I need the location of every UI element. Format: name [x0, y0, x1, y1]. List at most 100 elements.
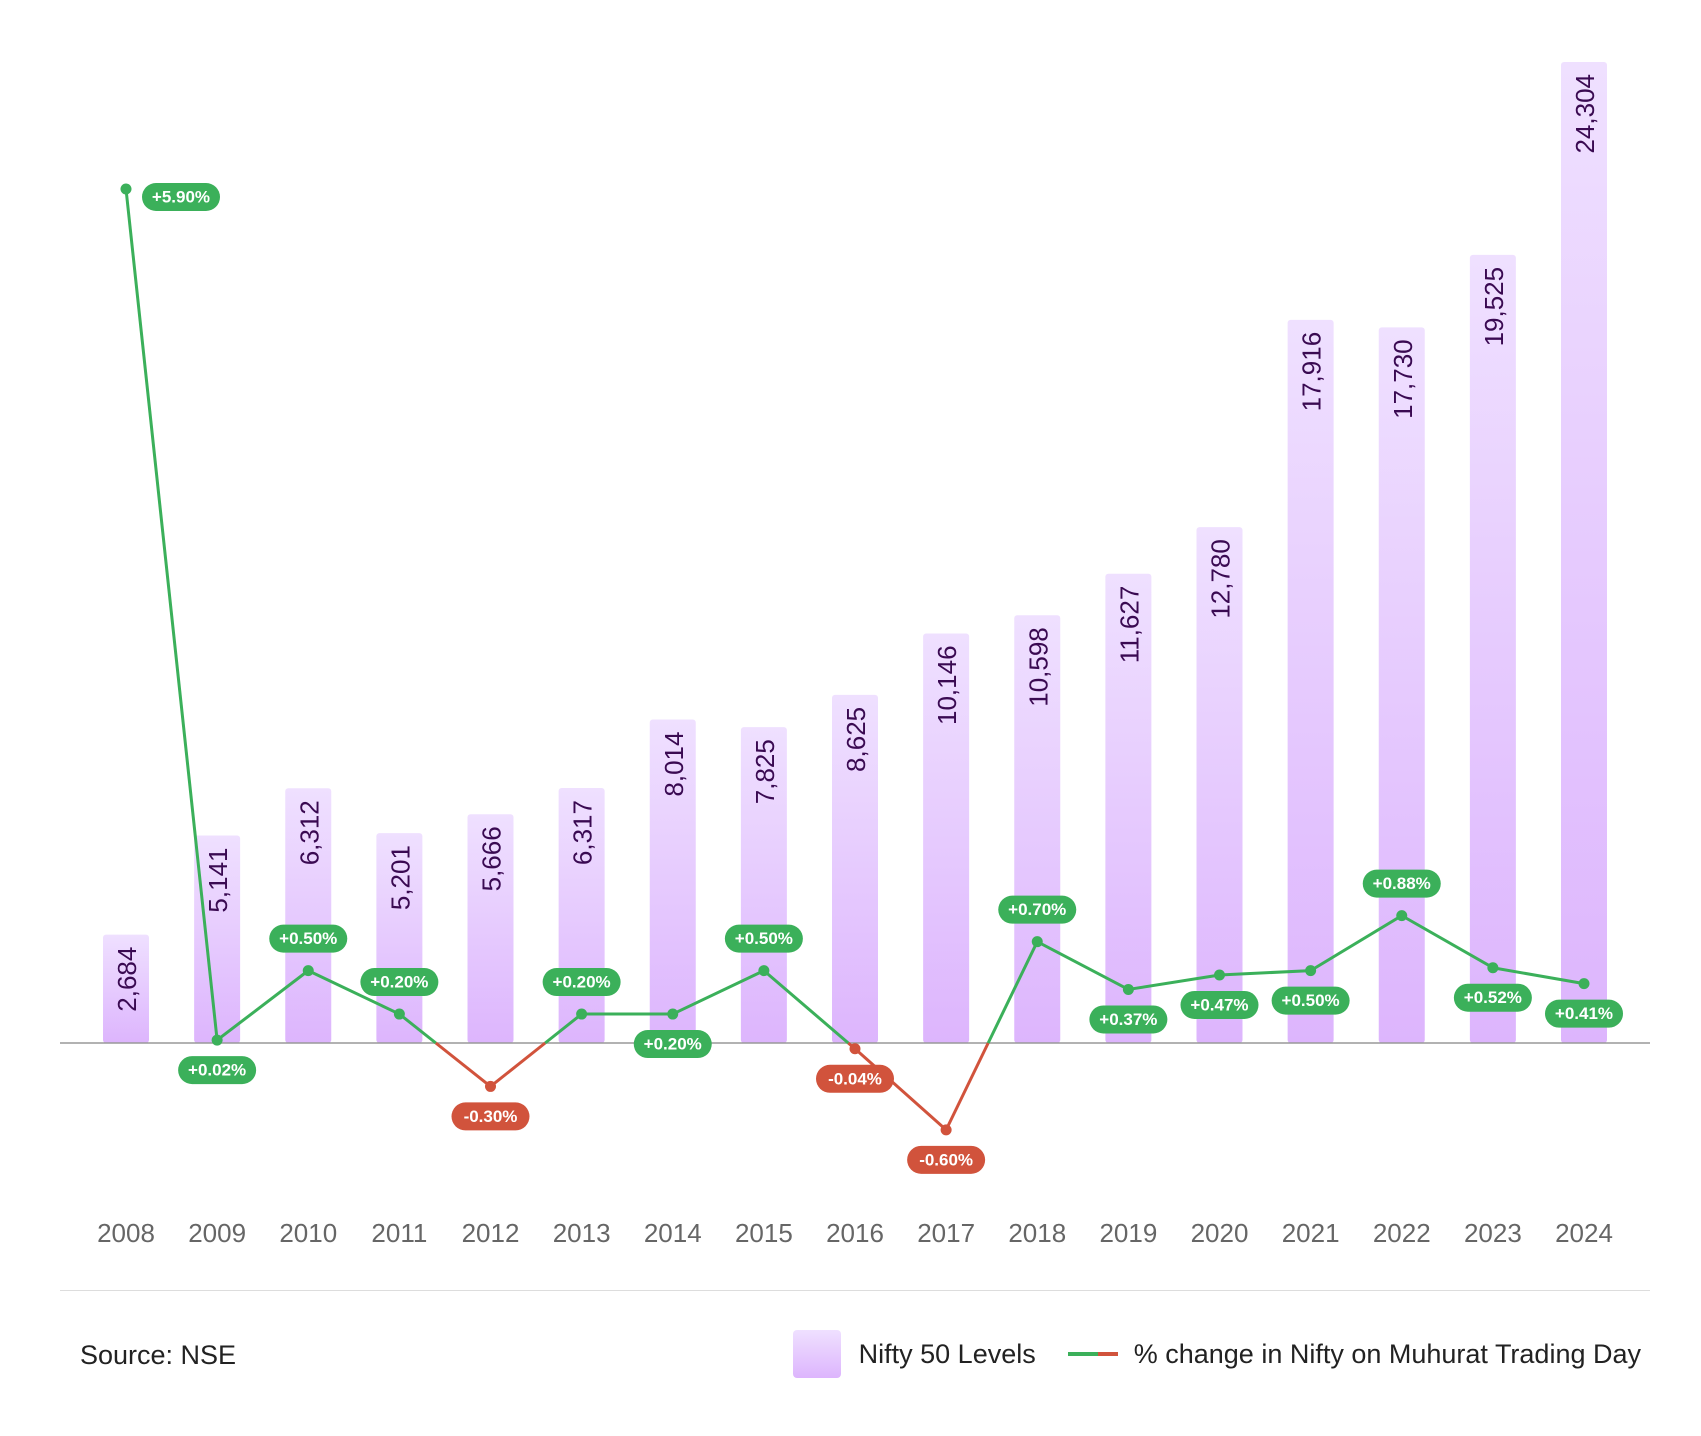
line-label-bg-2008 [142, 183, 220, 211]
bar-2008 [103, 934, 149, 1043]
line-label-2009: +0.02% [188, 1061, 246, 1080]
line-label-bg-2023 [1453, 983, 1532, 1012]
line-segment-2015-a [762, 969, 850, 1045]
bar-label-2012: 5,666 [477, 826, 507, 891]
line-point-2021 [1305, 965, 1317, 977]
line-label-2015: +0.50% [735, 929, 793, 948]
line-label-2018: +0.70% [1008, 900, 1066, 919]
line-segment-2012-b [544, 1012, 583, 1045]
line-point-2009 [211, 1034, 223, 1046]
line-segment-2019 [1128, 973, 1220, 991]
legend-bar-swatch [792, 1330, 841, 1378]
x-tick-2021: 2021 [1282, 1218, 1340, 1248]
line-point-2014 [667, 1008, 679, 1020]
legend-bar-label: Nifty 50 Levels [858, 1338, 1036, 1369]
x-tick-2016: 2016 [826, 1218, 884, 1248]
line-point-2008 [120, 183, 132, 195]
bar-2017 [923, 633, 970, 1043]
line-segment-2011-a [398, 1012, 437, 1045]
line-label-bg-2011 [360, 968, 439, 997]
line-label-bg-2014 [633, 1030, 712, 1059]
line-point-2024 [1578, 978, 1590, 990]
line-segment-2016 [854, 1047, 948, 1131]
legend-line-label: % change in Nifty on Muhurat Trading Day [1133, 1338, 1641, 1369]
line-label-bg-2020 [1180, 990, 1259, 1019]
line-label-bg-2017 [907, 1145, 986, 1174]
line-segment-2011-b [434, 1041, 492, 1088]
bar-2024 [1561, 62, 1607, 1043]
bar-2020 [1196, 527, 1243, 1043]
x-tick-2018: 2018 [1008, 1218, 1066, 1248]
line-point-2017 [940, 1124, 952, 1136]
line-label-2023: +0.52% [1464, 988, 1522, 1007]
line-group: +5.90% +0.02% +0.50% +0.20% -0.30% +0.20% +0.2… [120, 183, 1623, 1174]
line-label-bg-2018 [998, 895, 1077, 924]
bar-label-2023: 19,525 [1479, 267, 1509, 347]
bar-label-2024: 24,304 [1570, 74, 1600, 154]
line-segment-2012-a [489, 1041, 547, 1088]
bar-label-2008: 2,684 [112, 947, 142, 1012]
line-label-2016: -0.04% [828, 1069, 882, 1088]
x-tick-2017: 2017 [917, 1218, 975, 1248]
line-segment-2022 [1401, 914, 1494, 970]
line-segment-2010 [307, 969, 401, 1016]
x-tick-2009: 2009 [188, 1218, 246, 1248]
footer-divider [60, 1290, 1650, 1291]
bar-2015 [740, 727, 787, 1043]
bar-label-2011: 5,201 [385, 845, 415, 910]
x-tick-2023: 2023 [1464, 1218, 1522, 1248]
bar-label-2013: 6,317 [568, 800, 598, 865]
bar-label-2018: 10,598 [1023, 627, 1053, 707]
bar-2019 [1105, 573, 1152, 1043]
line-label-bg-2012 [451, 1102, 530, 1131]
line-label-2008: +5.90% [152, 188, 210, 207]
line-label-2024: +0.41% [1555, 1004, 1613, 1023]
line-point-2010 [302, 965, 314, 977]
bar-2014 [649, 719, 696, 1043]
bar-2018 [1014, 615, 1061, 1043]
line-point-2015 [758, 965, 770, 977]
line-point-2020 [1214, 969, 1225, 981]
line-label-bg-2015 [724, 924, 803, 953]
source-note: Source: NSE [80, 1340, 237, 1370]
line-label-2014: +0.20% [644, 1035, 702, 1054]
line-label-2017: -0.60% [919, 1150, 973, 1169]
line-label-2013: +0.20% [553, 973, 611, 992]
bar-label-2017: 10,146 [932, 645, 962, 725]
line-label-bg-2021 [1271, 986, 1350, 1015]
bar-2023 [1469, 254, 1516, 1043]
bar-label-2016: 8,625 [841, 707, 871, 772]
bar-label-2020: 12,780 [1206, 539, 1236, 619]
line-segment-2018 [1036, 940, 1130, 991]
bar-2012 [467, 814, 514, 1043]
line-point-2012 [485, 1080, 496, 1092]
line-label-2021: +0.50% [1282, 991, 1340, 1010]
line-segment-2021 [1309, 914, 1403, 972]
bar-2022 [1378, 327, 1425, 1043]
line-point-2013 [576, 1008, 588, 1020]
line-label-bg-2016 [816, 1064, 894, 1093]
x-tick-2020: 2020 [1191, 1218, 1249, 1248]
bar-label-2015: 7,825 [750, 739, 780, 804]
line-label-bg-2022 [1362, 869, 1441, 898]
bar-label-2010: 6,312 [294, 800, 324, 865]
line-label-bg-2019 [1089, 1005, 1168, 1034]
line-label-2012: -0.30% [464, 1107, 518, 1126]
x-tick-2015: 2015 [735, 1218, 793, 1248]
line-segment-2023 [1492, 966, 1585, 986]
legend: Nifty 50 Levels % change in Nifty on Muh… [792, 1330, 1641, 1378]
bar-label-2019: 11,627 [1114, 586, 1144, 664]
bar-label-2014: 8,014 [659, 732, 689, 797]
line-segment-2017-a [944, 1042, 990, 1131]
bar-label-2022: 17,730 [1388, 339, 1418, 419]
legend-line-swatch [1067, 1352, 1118, 1356]
line-label-2022: +0.88% [1373, 874, 1431, 893]
line-label-bg-2010 [269, 924, 348, 953]
line-segment-2009 [216, 969, 310, 1042]
line-label-bg-2013 [542, 968, 621, 997]
bar-label-2009: 5,141 [203, 847, 233, 912]
line-label-bg-2009 [178, 1056, 257, 1085]
line-label-2020: +0.47% [1190, 995, 1248, 1014]
x-tick-2014: 2014 [644, 1218, 702, 1248]
